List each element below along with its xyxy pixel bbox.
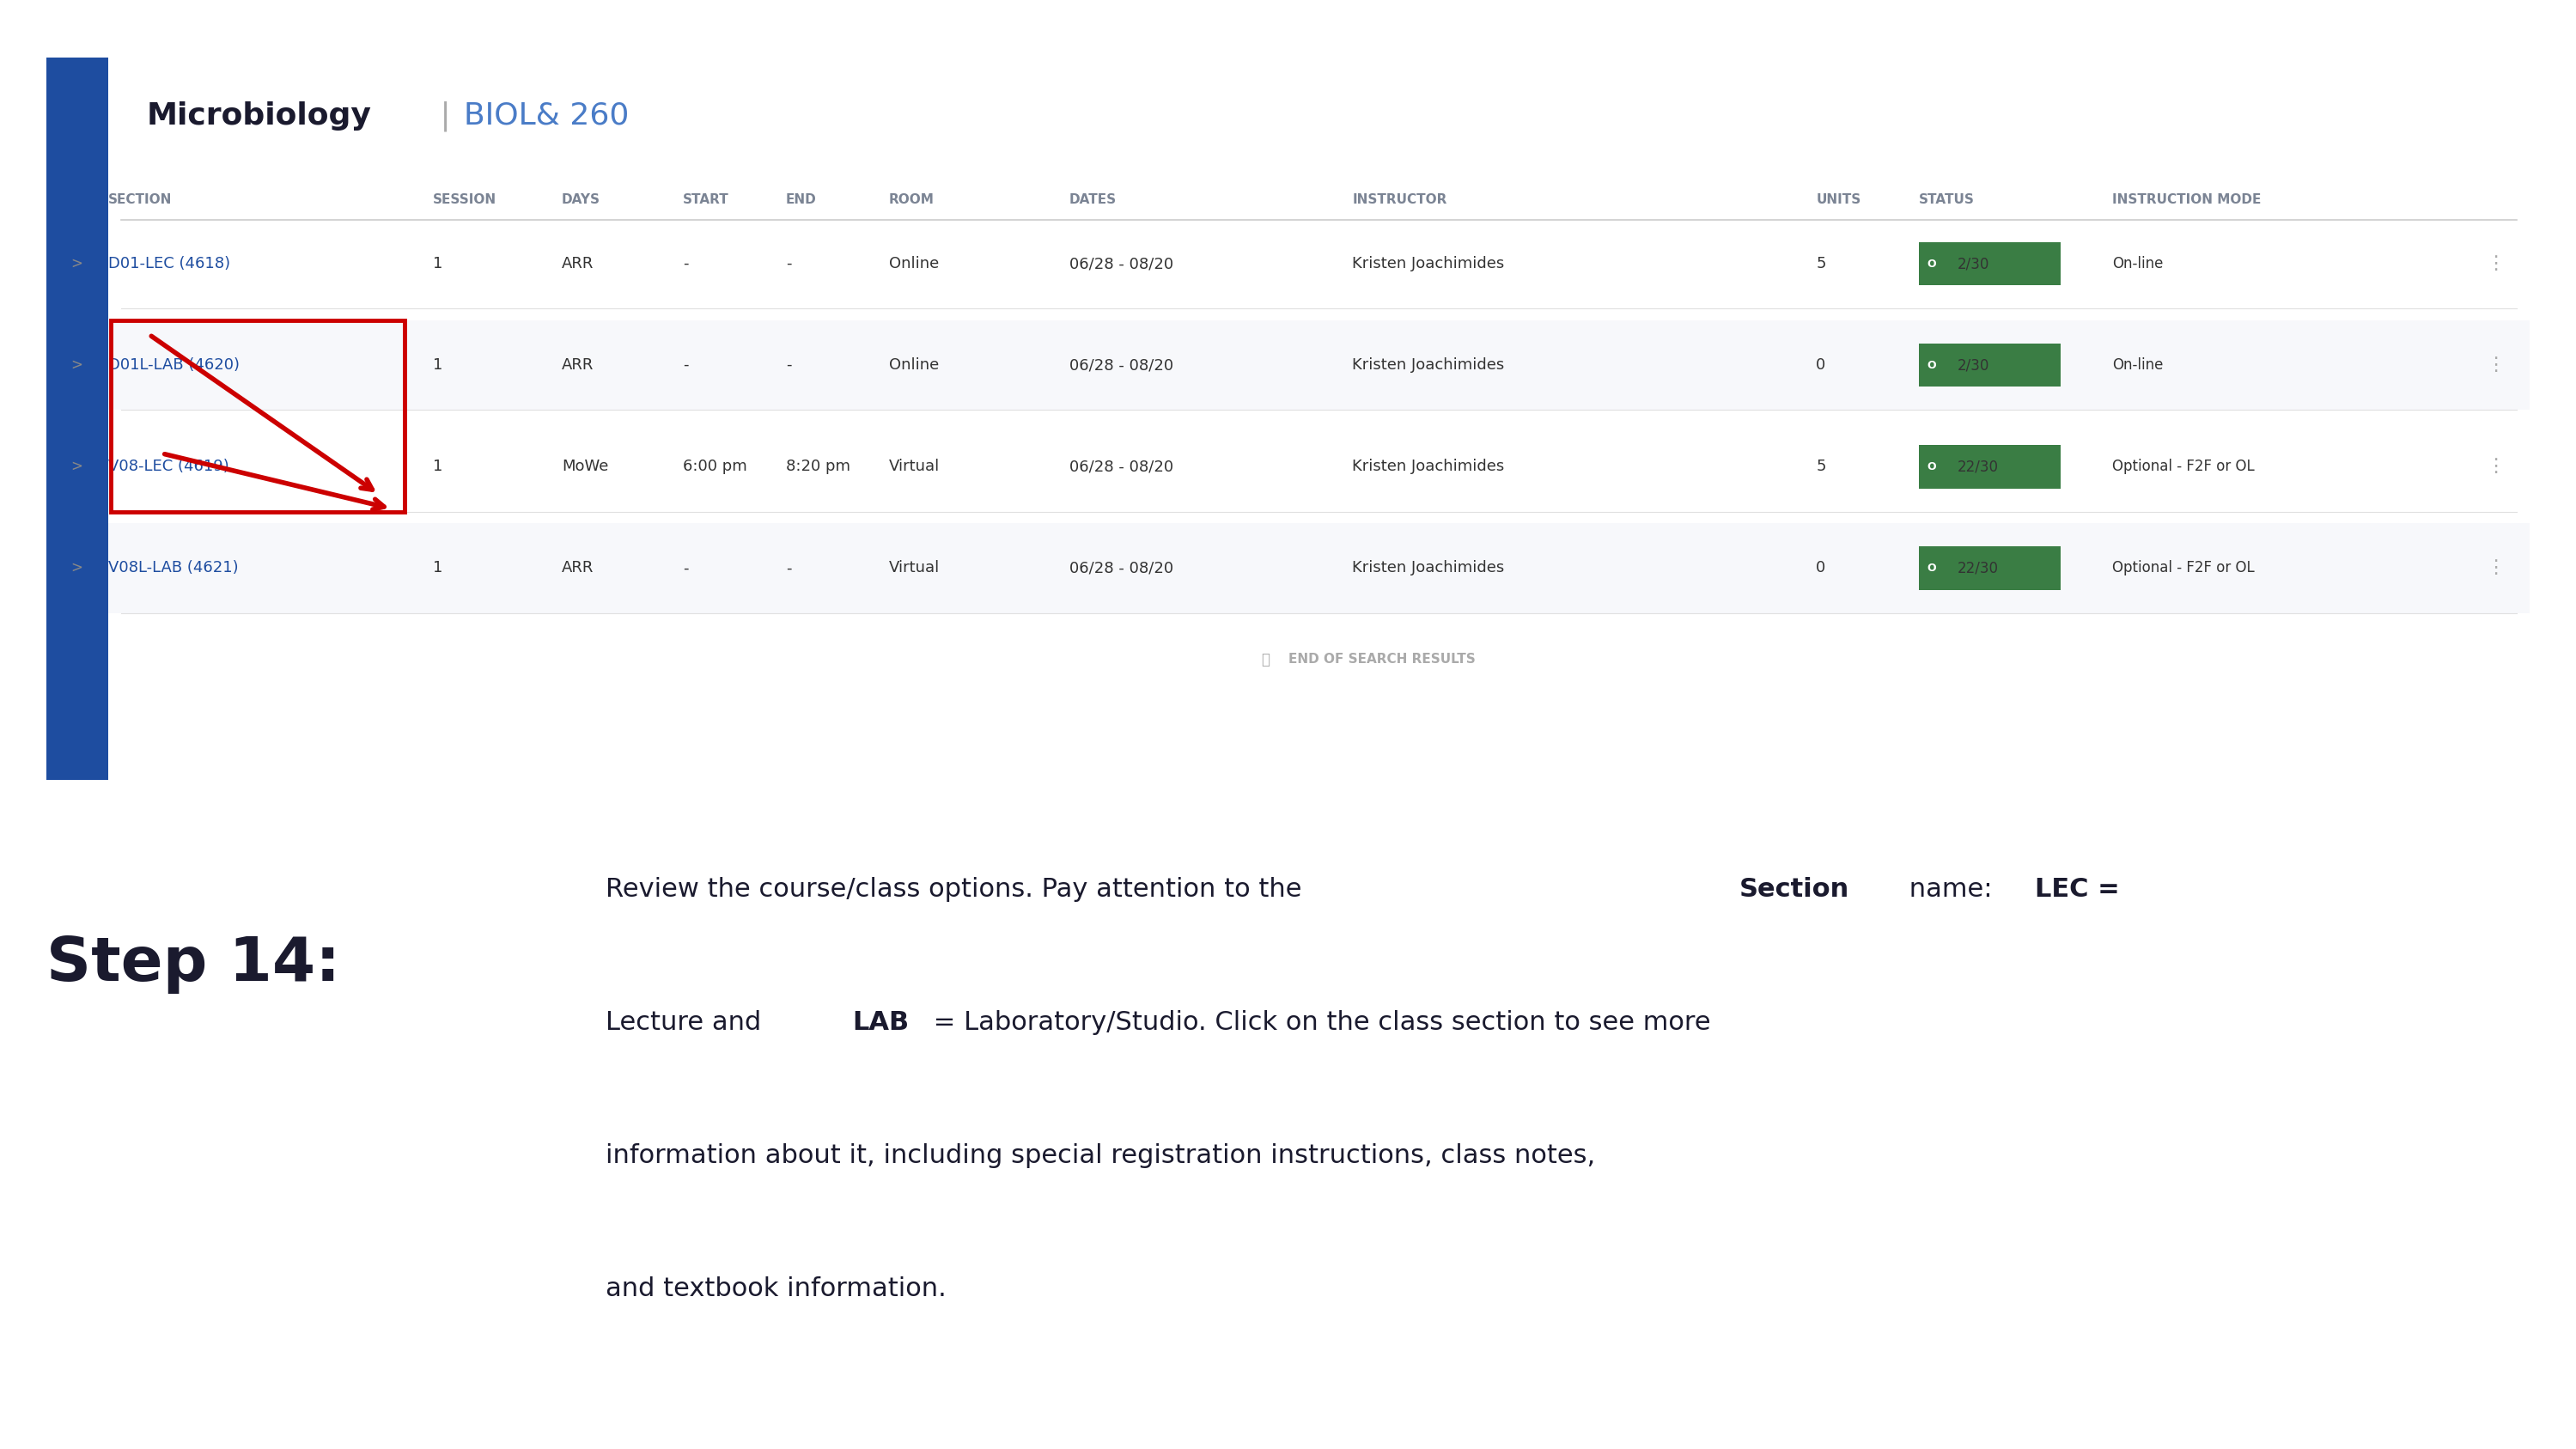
Text: -: - [786,256,791,271]
Text: 6:00 pm: 6:00 pm [683,459,747,474]
Text: 0: 0 [1816,561,1826,575]
Text: Kristen Joachimides: Kristen Joachimides [1352,561,1504,575]
Bar [1919,242,2061,285]
Text: 2/30: 2/30 [1958,256,1989,271]
Text: name:: name: [1901,877,2002,901]
Text: ARR: ARR [562,358,592,372]
Text: V08L-LAB (4621): V08L-LAB (4621) [108,561,240,575]
Text: O: O [1927,359,1937,371]
Text: ⌕: ⌕ [1262,652,1275,667]
Text: MoWe: MoWe [562,459,608,474]
Text: 06/28 - 08/20: 06/28 - 08/20 [1069,256,1172,271]
Text: END OF SEARCH RESULTS: END OF SEARCH RESULTS [1288,653,1476,665]
Text: 1: 1 [433,256,443,271]
Text: -: - [683,358,688,372]
Text: Online: Online [889,256,938,271]
Text: >: > [70,358,82,372]
Text: = Laboratory/Studio. Click on the class section to see more: = Laboratory/Studio. Click on the class … [925,1010,1710,1035]
Text: BIOL& 260: BIOL& 260 [464,101,629,130]
Text: O: O [1927,562,1937,574]
Text: D01L-LAB (4620): D01L-LAB (4620) [108,358,240,372]
Text: INSTRUCTION MODE: INSTRUCTION MODE [2112,194,2262,206]
Text: SECTION: SECTION [108,194,173,206]
Text: ARR: ARR [562,561,592,575]
Text: ⋮: ⋮ [2486,255,2504,272]
Text: DAYS: DAYS [562,194,600,206]
Text: Step 14:: Step 14: [46,935,340,994]
Bar [1919,343,2061,387]
Bar [108,58,2530,780]
Text: D01-LEC (4618): D01-LEC (4618) [108,256,229,271]
Text: -: - [786,561,791,575]
Text: Kristen Joachimides: Kristen Joachimides [1352,358,1504,372]
Text: >: > [70,459,82,474]
Text: INSTRUCTOR: INSTRUCTOR [1352,194,1448,206]
Text: On-line: On-line [2112,358,2164,372]
Text: ⋮: ⋮ [2486,356,2504,374]
Text: 06/28 - 08/20: 06/28 - 08/20 [1069,459,1172,474]
Text: Section: Section [1739,877,1850,901]
Text: -: - [683,561,688,575]
Text: 2/30: 2/30 [1958,358,1989,372]
Text: -: - [683,256,688,271]
Text: 1: 1 [433,459,443,474]
Text: Online: Online [889,358,938,372]
Text: LEC =: LEC = [2035,877,2120,901]
Text: O: O [1927,461,1937,472]
Text: 06/28 - 08/20: 06/28 - 08/20 [1069,561,1172,575]
Text: 06/28 - 08/20: 06/28 - 08/20 [1069,358,1172,372]
Text: DATES: DATES [1069,194,1115,206]
Bar [108,320,2530,410]
Bar [111,320,404,511]
Text: STATUS: STATUS [1919,194,1976,206]
Text: Review the course/class options. Pay attention to the: Review the course/class options. Pay att… [605,877,1311,901]
Text: >: > [70,256,82,271]
Text: Optional - F2F or OL: Optional - F2F or OL [2112,561,2254,575]
Text: Virtual: Virtual [889,459,940,474]
Text: UNITS: UNITS [1816,194,1860,206]
Text: On-line: On-line [2112,256,2164,271]
Text: Kristen Joachimides: Kristen Joachimides [1352,459,1504,474]
Text: SESSION: SESSION [433,194,497,206]
Text: and textbook information.: and textbook information. [605,1277,945,1301]
Text: LAB: LAB [853,1010,909,1035]
Text: 5: 5 [1816,459,1826,474]
Text: information about it, including special registration instructions, class notes,: information about it, including special … [605,1143,1595,1168]
Text: END: END [786,194,817,206]
Bar [1919,445,2061,488]
Text: Lecture and: Lecture and [605,1010,770,1035]
Bar [108,523,2530,613]
Text: 1: 1 [433,561,443,575]
Text: 5: 5 [1816,256,1826,271]
Text: 22/30: 22/30 [1958,459,1999,474]
Bar [108,422,2530,511]
Bar [108,219,2530,309]
Text: ⋮: ⋮ [2486,559,2504,577]
Text: 0: 0 [1816,358,1826,372]
Text: Optional - F2F or OL: Optional - F2F or OL [2112,459,2254,474]
Text: V08-LEC (4619): V08-LEC (4619) [108,459,229,474]
Bar [1919,546,2061,590]
Text: >: > [70,561,82,575]
Text: -: - [786,358,791,372]
Text: ⋮: ⋮ [2486,458,2504,475]
Text: O: O [1927,258,1937,270]
Text: Microbiology: Microbiology [147,101,371,130]
Text: ARR: ARR [562,256,592,271]
Bar [46,58,2530,780]
Text: 8:20 pm: 8:20 pm [786,459,850,474]
Bar [46,58,108,780]
Text: ROOM: ROOM [889,194,935,206]
Text: 1: 1 [433,358,443,372]
Text: 22/30: 22/30 [1958,561,1999,575]
Text: |: | [430,100,461,132]
Text: START: START [683,194,729,206]
Text: Kristen Joachimides: Kristen Joachimides [1352,256,1504,271]
Text: Virtual: Virtual [889,561,940,575]
